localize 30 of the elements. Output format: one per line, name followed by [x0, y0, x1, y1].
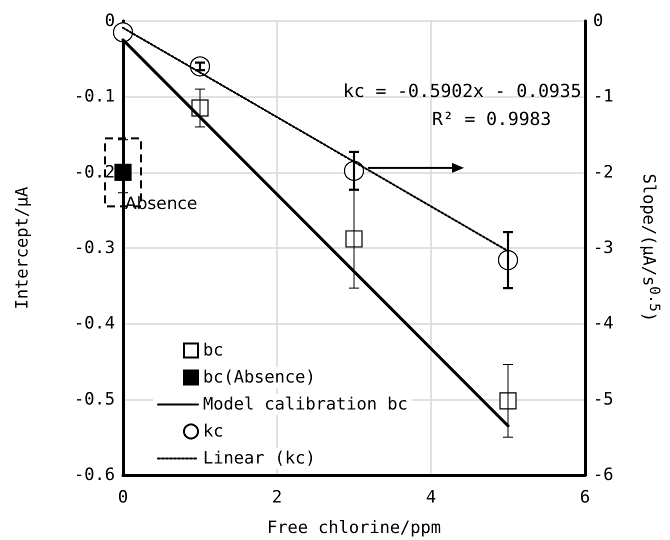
annotation: kc = -0.5902x - 0.0935: [343, 81, 582, 102]
y2-tick-label: -1: [593, 86, 614, 107]
x-tick-label: 6: [580, 488, 590, 508]
legend-label: bc: [203, 340, 224, 360]
point: [345, 230, 363, 248]
y2-tick-label: -6: [593, 465, 614, 485]
legend-label: bc(Absence): [203, 368, 316, 388]
x-tick-label: 4: [426, 488, 436, 508]
y-tick-label: -0.4: [74, 314, 115, 334]
y2-tick-label: -2: [593, 162, 614, 182]
legend-label: Linear (kc): [203, 448, 316, 468]
y2-tick-label: -4: [593, 314, 614, 334]
y-tick-label: 0: [104, 11, 115, 31]
annotation: R² = 0.9983: [432, 109, 552, 130]
y-tick-label: -0.6: [74, 465, 115, 485]
y2-tick-label: -3: [593, 238, 614, 258]
y2-tick-label: -5: [593, 389, 614, 410]
annotation: Absence: [125, 194, 198, 214]
y-tick-label: -0.2: [74, 162, 115, 182]
y-axis-title: Intercept/µA: [12, 186, 32, 310]
legend-label: Model calibration bc: [203, 394, 408, 414]
y-tick-label: -0.5: [74, 389, 115, 410]
point: [499, 392, 517, 410]
y-tick-label: -0.3: [74, 238, 115, 258]
y-tick-label: -0.1: [74, 86, 115, 107]
x-tick-label: 0: [118, 488, 128, 508]
x-tick-label: 2: [272, 488, 282, 508]
x-axis-title: Free chlorine/ppm: [267, 518, 441, 538]
legend-label: kc: [203, 422, 224, 442]
y2-tick-label: 0: [593, 11, 604, 31]
